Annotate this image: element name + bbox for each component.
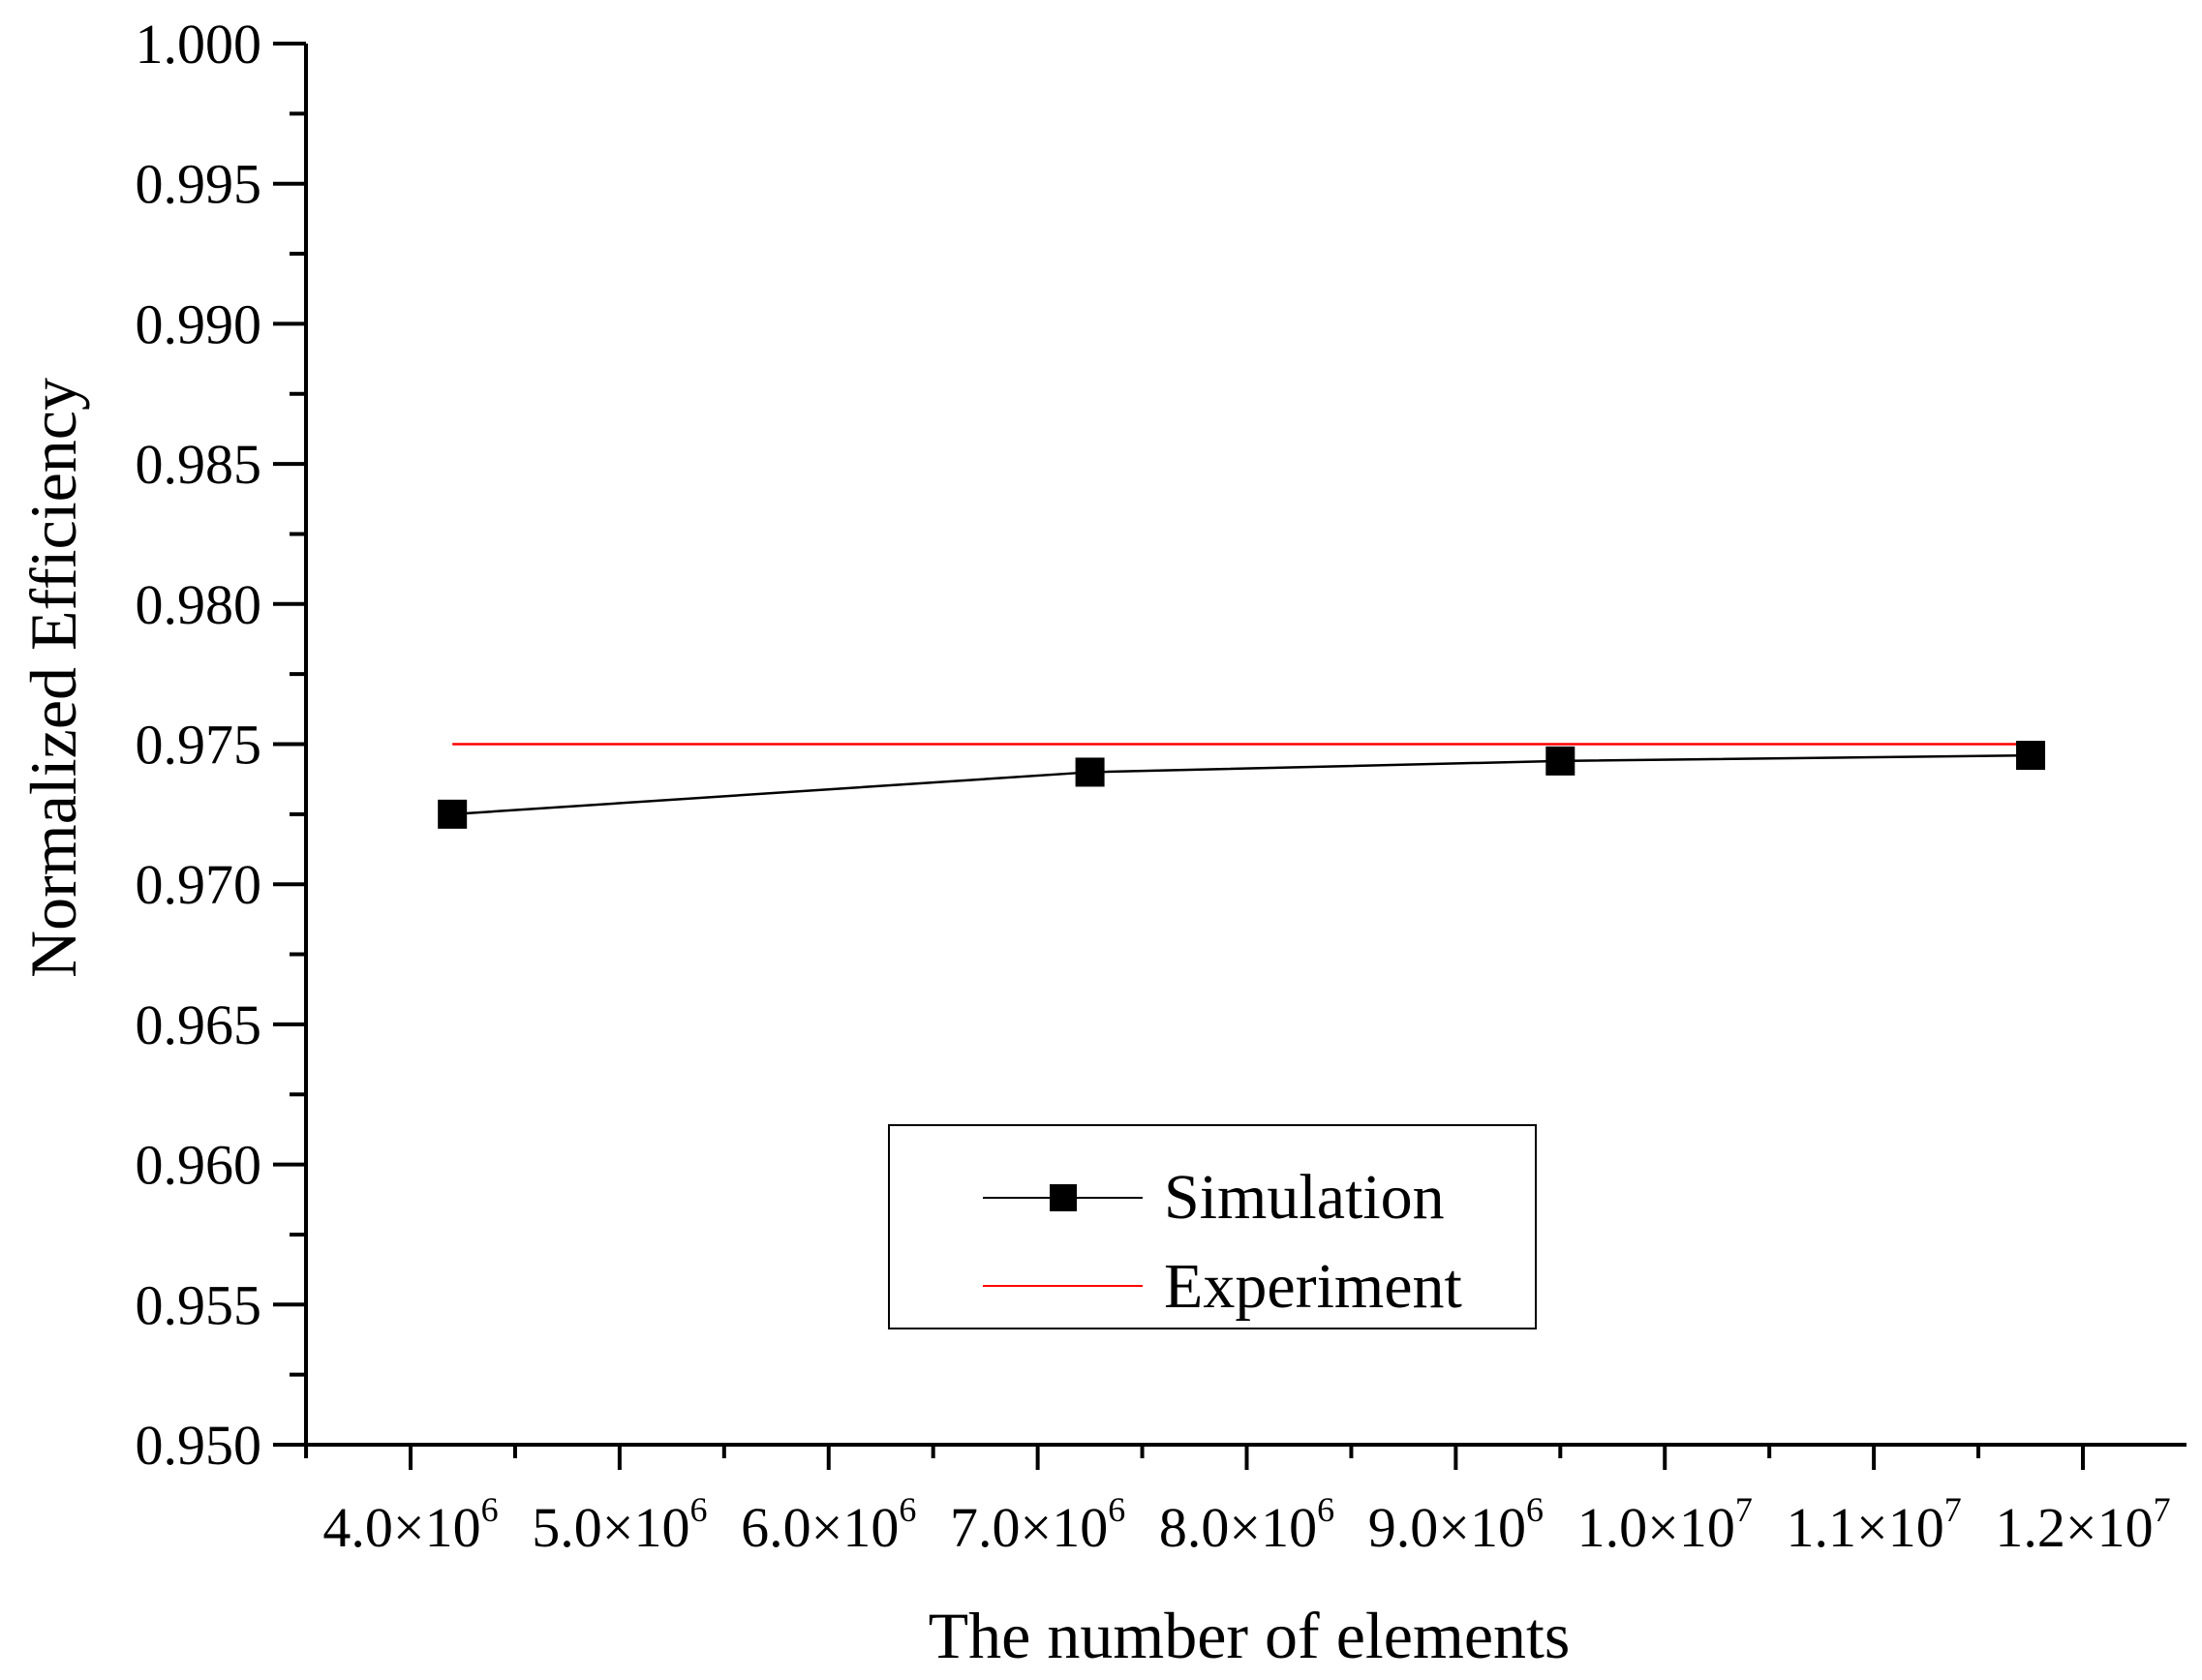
- y-tick-label: 0.995: [136, 153, 262, 216]
- y-tick-label: 0.985: [136, 433, 262, 496]
- series-simulation-line: [452, 753, 2032, 816]
- y-tick-label: 0.980: [136, 573, 262, 636]
- x-tick-label: 6.0×106: [741, 1490, 916, 1559]
- x-tick-label: 1.0×107: [1577, 1490, 1753, 1559]
- legend-box: [888, 1124, 1537, 1329]
- x-tick-label: 1.1×107: [1787, 1490, 1962, 1559]
- y-tick-label: 0.960: [136, 1134, 262, 1197]
- x-tick-label: 7.0×106: [950, 1490, 1125, 1559]
- x-tick-label: 4.0×106: [322, 1490, 498, 1559]
- y-tick-label: 0.950: [136, 1414, 262, 1477]
- y-tick-label: 0.965: [136, 993, 262, 1056]
- y-axis-ticks: 0.950 0.955 0.960 0.965 0.970 0.975 0.980 0.985…: [136, 13, 306, 1477]
- simulation-point: [1545, 746, 1575, 776]
- legend-simulation-label: Simulation: [1164, 1162, 1445, 1233]
- y-axis-title: Normalized Efficiency: [16, 378, 90, 978]
- y-tick-label: 0.975: [136, 714, 262, 777]
- legend-simulation-marker: [1050, 1184, 1077, 1211]
- series-layer: [438, 741, 2046, 829]
- legend-experiment-label: Experiment: [1164, 1251, 1462, 1322]
- x-tick-label: 5.0×106: [532, 1490, 707, 1559]
- y-tick-label: 1.000: [136, 13, 262, 76]
- y-tick-label: 0.955: [136, 1273, 262, 1336]
- y-tick-label: 0.990: [136, 292, 262, 355]
- x-axis-title: The number of elements: [929, 1599, 1571, 1672]
- simulation-point: [2016, 741, 2046, 771]
- simulation-point: [438, 799, 468, 829]
- legend: Simulation Experiment: [888, 1124, 1537, 1329]
- simulation-point: [1075, 757, 1105, 787]
- x-axis-ticks: 4.0×106 5.0×106 6.0×106 7.0×106 8.0×106 9.0×1…: [304, 1445, 2171, 1559]
- y-tick-label: 0.970: [136, 853, 262, 916]
- x-tick-label: 1.2×107: [1995, 1490, 2170, 1559]
- x-tick-label: 8.0×106: [1159, 1490, 1334, 1559]
- x-tick-label: 9.0×106: [1368, 1490, 1544, 1559]
